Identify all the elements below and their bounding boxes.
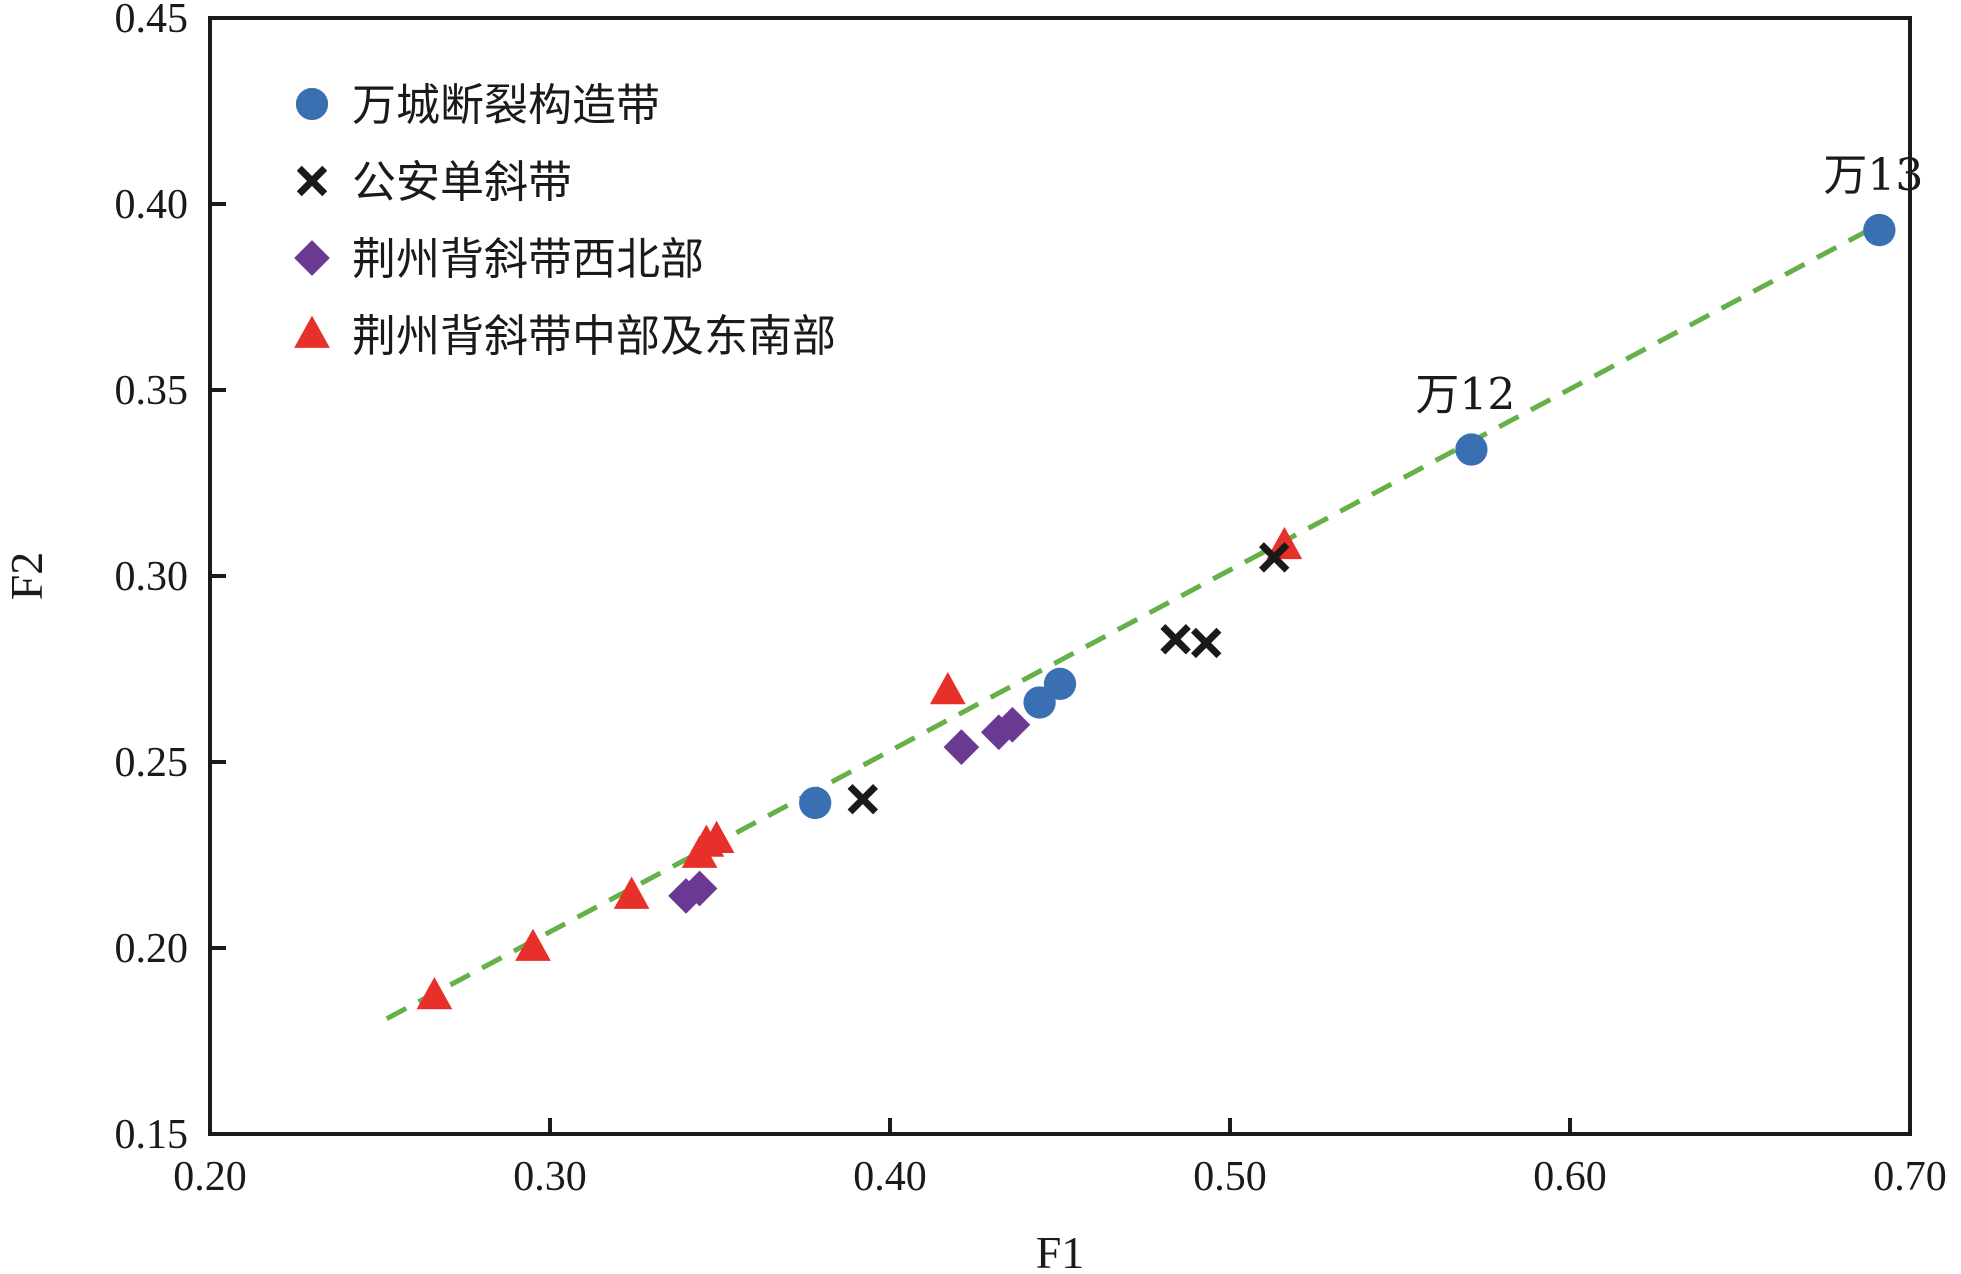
legend-marker-circle [295, 87, 329, 121]
plot-frame [208, 16, 1912, 1136]
x-axis-ticks: 0.20 0.30 0.40 0.50 0.60 0.70 [173, 1118, 1947, 1200]
data-point-circle [1863, 213, 1896, 247]
legend-label: 荆州背斜带西北部 [352, 234, 704, 285]
x-tick-label: 0.60 [1533, 1154, 1607, 1200]
y-tick-label: 0.30 [115, 554, 189, 600]
x-tick-label: 0.70 [1873, 1154, 1947, 1200]
data-point-circle [1023, 686, 1056, 719]
data-point-circle [1455, 433, 1488, 466]
data-point-diamond [994, 706, 1031, 743]
legend-marker-diamond [294, 240, 330, 276]
data-point-circle [799, 786, 832, 820]
point-annotation-label: 万13 [1823, 150, 1923, 201]
x-tick-label: 0.50 [1193, 1154, 1267, 1200]
data-point-triangle [698, 820, 735, 854]
legend-label: 公安单斜带 [352, 157, 572, 208]
x-tick-label: 0.40 [853, 1154, 927, 1200]
data-point-triangle [613, 876, 650, 909]
point-annotation-label: 万12 [1415, 370, 1515, 421]
x-tick-label: 0.20 [173, 1154, 247, 1200]
legend-marker-triangle [294, 315, 330, 348]
data-point-triangle [416, 976, 453, 1010]
point-annotations: 万12 万13 [1415, 150, 1923, 420]
y-tick-label: 0.20 [115, 926, 189, 972]
y-axis-title: F2 [1, 552, 52, 601]
trendline [385, 220, 1884, 1021]
legend-marker-x [296, 165, 328, 197]
trendline-layer [385, 220, 1884, 1021]
x-axis-title: F1 [1036, 1227, 1085, 1274]
legend-label: 万城断裂构造带 [352, 80, 660, 131]
data-point-diamond [943, 729, 980, 765]
data-point-diamond [681, 870, 718, 907]
y-tick-label: 0.40 [115, 182, 189, 228]
y-tick-label: 0.25 [115, 740, 189, 786]
data-point-x [1190, 627, 1222, 659]
data-point-triangle [929, 671, 966, 705]
data-point-x [1160, 624, 1191, 655]
y-axis-ticks: 0.15 0.20 0.25 0.30 0.35 0.40 0.45 [115, 0, 226, 1158]
y-tick-label: 0.45 [115, 0, 189, 42]
data-points-layer [416, 213, 1896, 1010]
data-point-triangle [515, 928, 551, 961]
legend-label: 荆州背斜带中部及东南部 [352, 311, 836, 362]
x-tick-label: 0.30 [513, 1154, 587, 1200]
y-tick-label: 0.35 [115, 368, 189, 414]
y-tick-label: 0.15 [115, 1112, 189, 1158]
data-point-diamond [980, 714, 1017, 751]
data-point-x [1258, 542, 1290, 573]
data-point-x [847, 783, 879, 815]
data-point-circle [1043, 667, 1077, 701]
